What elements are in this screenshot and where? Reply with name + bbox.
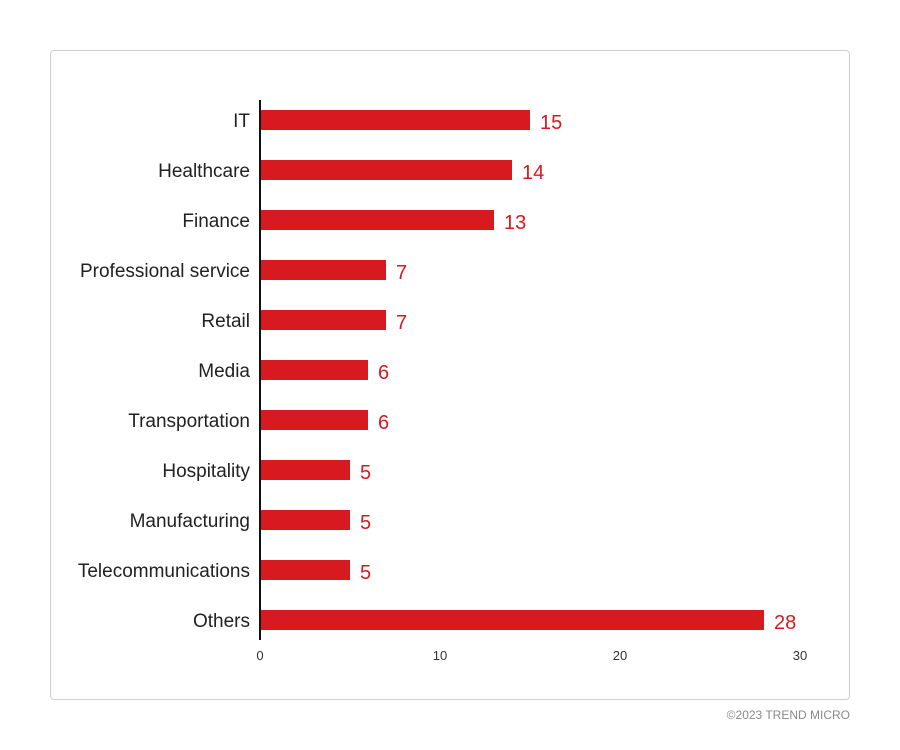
x-tick-label-0: 0	[256, 648, 263, 663]
bar-others	[260, 610, 764, 630]
category-label-others: Others	[193, 611, 250, 632]
category-label-manufacturing: Manufacturing	[130, 511, 250, 532]
bar-manufacturing	[260, 510, 350, 530]
bar-hospitality	[260, 460, 350, 480]
value-label-others: 28	[774, 612, 796, 634]
chart-card	[50, 50, 850, 700]
category-label-retail: Retail	[201, 311, 250, 332]
value-label-retail: 7	[396, 312, 407, 334]
category-label-professional-service: Professional service	[80, 261, 250, 282]
value-label-it: 15	[540, 112, 562, 134]
value-label-telecommunications: 5	[360, 562, 371, 584]
value-label-media: 6	[378, 362, 389, 384]
bar-telecommunications	[260, 560, 350, 580]
category-label-hospitality: Hospitality	[162, 461, 250, 482]
category-label-media: Media	[198, 361, 250, 382]
copyright-footer: ©2023 TREND MICRO	[726, 708, 850, 722]
category-label-telecommunications: Telecommunications	[78, 561, 250, 582]
category-label-it: IT	[233, 111, 250, 132]
value-label-professional-service: 7	[396, 262, 407, 284]
value-label-healthcare: 14	[522, 162, 544, 184]
bar-retail	[260, 310, 386, 330]
x-tick-label-10: 10	[433, 648, 447, 663]
x-tick-label-20: 20	[613, 648, 627, 663]
value-label-transportation: 6	[378, 412, 389, 434]
bar-transportation	[260, 410, 368, 430]
x-tick-label-30: 30	[793, 648, 807, 663]
category-label-transportation: Transportation	[128, 411, 250, 432]
category-label-finance: Finance	[182, 211, 250, 232]
category-label-healthcare: Healthcare	[158, 161, 250, 182]
bar-media	[260, 360, 368, 380]
value-label-manufacturing: 5	[360, 512, 371, 534]
bar-it	[260, 110, 530, 130]
bar-finance	[260, 210, 494, 230]
value-label-hospitality: 5	[360, 462, 371, 484]
value-label-finance: 13	[504, 212, 526, 234]
bar-healthcare	[260, 160, 512, 180]
bar-professional-service	[260, 260, 386, 280]
